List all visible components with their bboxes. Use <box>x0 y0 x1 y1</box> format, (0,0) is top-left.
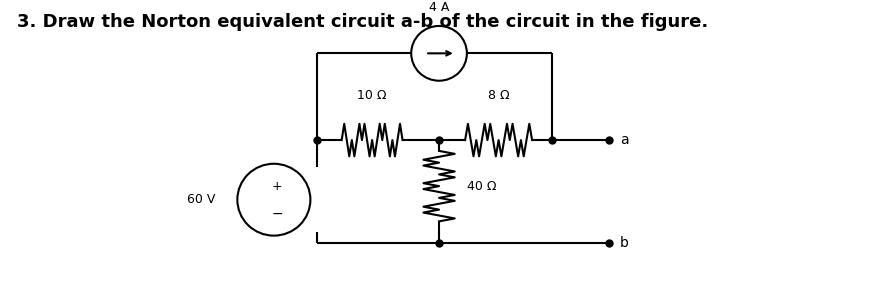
Text: 10 Ω: 10 Ω <box>357 89 386 102</box>
Text: 8 Ω: 8 Ω <box>487 89 509 102</box>
Text: 40 Ω: 40 Ω <box>466 180 496 193</box>
Text: a: a <box>619 133 628 147</box>
Text: +: + <box>272 180 283 192</box>
Text: b: b <box>619 236 628 250</box>
Text: 4 A: 4 A <box>429 1 448 14</box>
Text: −: − <box>271 206 283 220</box>
Text: 3. Draw the Norton equivalent circuit a-b of the circuit in the figure.: 3. Draw the Norton equivalent circuit a-… <box>18 13 708 31</box>
Text: 60 V: 60 V <box>187 193 215 206</box>
